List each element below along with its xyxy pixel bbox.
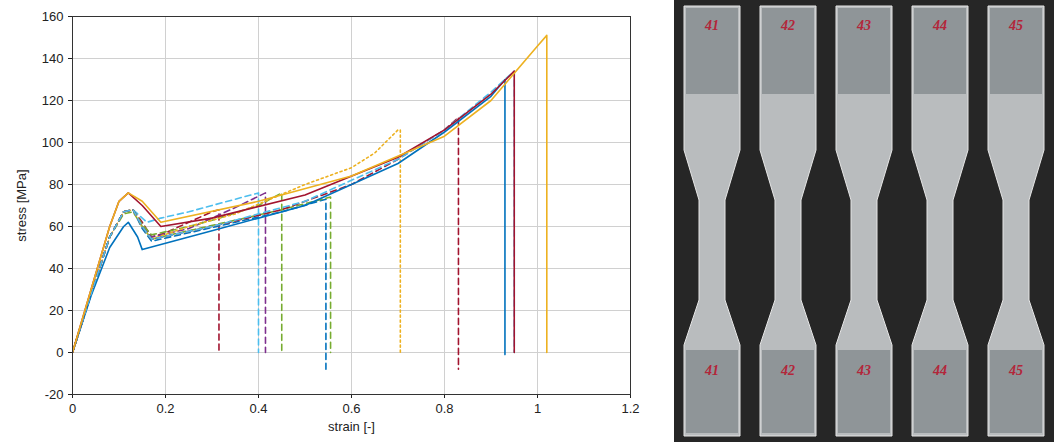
svg-text:40: 40 [49, 261, 63, 276]
svg-text:0.8: 0.8 [435, 401, 453, 416]
svg-text:42: 42 [780, 363, 795, 378]
svg-text:strain [-]: strain [-] [328, 419, 375, 434]
svg-text:45: 45 [1008, 18, 1023, 33]
svg-text:0.6: 0.6 [342, 401, 360, 416]
svg-text:120: 120 [42, 93, 64, 108]
svg-text:43: 43 [856, 18, 871, 33]
svg-text:44: 44 [932, 18, 947, 33]
svg-text:20: 20 [49, 303, 63, 318]
svg-text:160: 160 [42, 9, 64, 24]
svg-text:0.4: 0.4 [249, 401, 267, 416]
svg-text:140: 140 [42, 51, 64, 66]
svg-text:44: 44 [932, 363, 947, 378]
svg-text:45: 45 [1008, 363, 1023, 378]
svg-text:80: 80 [49, 177, 63, 192]
svg-text:stress [MPa]: stress [MPa] [14, 169, 29, 241]
svg-text:100: 100 [42, 135, 64, 150]
svg-text:60: 60 [49, 219, 63, 234]
svg-text:1: 1 [534, 401, 541, 416]
svg-text:0.2: 0.2 [156, 401, 174, 416]
svg-text:-20: -20 [45, 387, 64, 402]
svg-text:41: 41 [704, 363, 719, 378]
svg-text:43: 43 [856, 363, 871, 378]
svg-text:41: 41 [704, 18, 719, 33]
svg-text:0: 0 [69, 401, 76, 416]
svg-text:1.2: 1.2 [621, 401, 639, 416]
svg-text:0: 0 [56, 345, 63, 360]
svg-text:42: 42 [780, 18, 795, 33]
